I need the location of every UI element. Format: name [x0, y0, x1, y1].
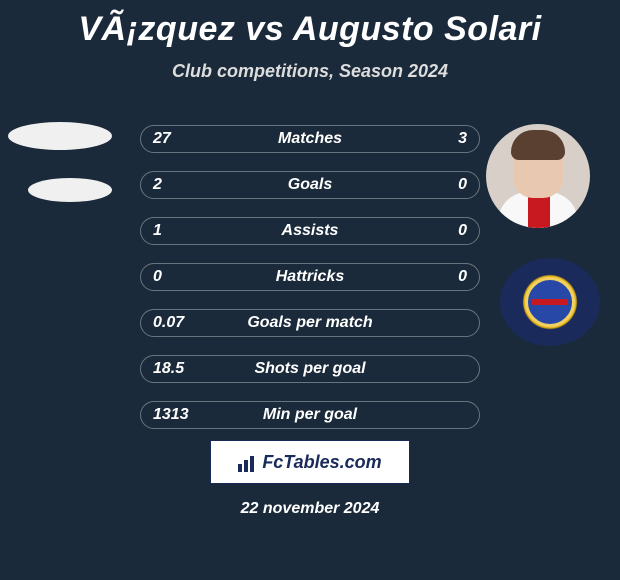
chart-bars-icon	[238, 452, 258, 472]
club-right-badge	[500, 258, 600, 346]
stat-row: 2 Goals 0	[140, 171, 480, 199]
page-subtitle: Club competitions, Season 2024	[0, 61, 620, 82]
stat-right-value: 0	[427, 222, 467, 240]
stat-label: Goals	[193, 176, 427, 194]
stat-left-value: 1313	[153, 406, 193, 424]
stat-label: Assists	[193, 222, 427, 240]
logo-text: FcTables.com	[262, 452, 381, 473]
stat-label: Shots per goal	[193, 360, 427, 378]
club-left-badge	[28, 178, 112, 202]
footer-date: 22 november 2024	[241, 500, 380, 518]
fctables-logo-link[interactable]: FcTables.com	[210, 440, 410, 484]
page-title: VÃ¡zquez vs Augusto Solari	[0, 0, 620, 49]
stat-row: 1313 Min per goal	[140, 401, 480, 429]
stat-left-value: 2	[153, 176, 193, 194]
stat-right-value: 0	[427, 176, 467, 194]
stat-row: 1 Assists 0	[140, 217, 480, 245]
stat-row: 27 Matches 3	[140, 125, 480, 153]
stat-row: 18.5 Shots per goal	[140, 355, 480, 383]
stat-label: Matches	[193, 130, 427, 148]
stat-label: Hattricks	[193, 268, 427, 286]
stat-left-value: 0	[153, 268, 193, 286]
stat-label: Min per goal	[193, 406, 427, 424]
stat-left-value: 0.07	[153, 314, 193, 332]
stat-left-value: 27	[153, 130, 193, 148]
stat-right-value: 0	[427, 268, 467, 286]
stat-left-value: 1	[153, 222, 193, 240]
stat-label: Goals per match	[193, 314, 427, 332]
player-right-avatar	[486, 124, 590, 228]
stat-right-value: 3	[427, 130, 467, 148]
stats-table: 27 Matches 3 2 Goals 0 1 Assists 0 0 Hat…	[140, 125, 480, 447]
stat-row: 0.07 Goals per match	[140, 309, 480, 337]
stat-row: 0 Hattricks 0	[140, 263, 480, 291]
player-left-avatar	[8, 122, 112, 150]
stat-left-value: 18.5	[153, 360, 193, 378]
